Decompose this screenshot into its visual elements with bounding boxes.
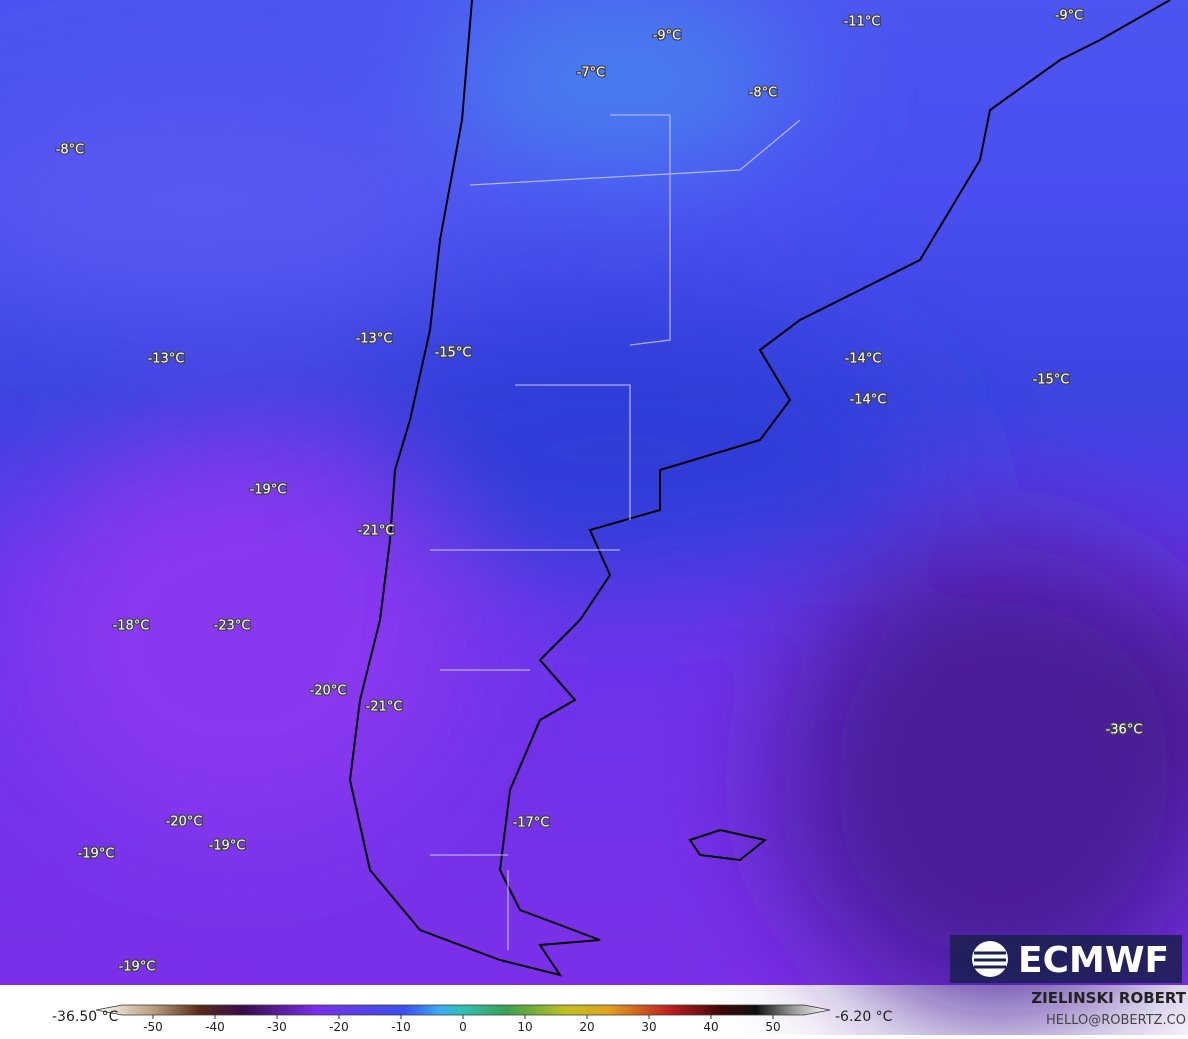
colorbar-tick-label: -20 (329, 1020, 349, 1034)
colorbar-tick-label: -10 (391, 1020, 411, 1034)
temp-label: -7°C (577, 66, 606, 81)
temp-label: -11°C (844, 15, 881, 30)
credit-name: ZIELINSKI ROBERT (1031, 989, 1186, 1007)
colorbar-tick-label: -40 (205, 1020, 225, 1034)
temp-label: -36°C (1106, 723, 1143, 738)
temp-label: -14°C (850, 393, 887, 408)
temp-label: -19°C (209, 839, 246, 854)
temp-label: -9°C (653, 29, 682, 44)
temperature-labels: -8°C -7°C -9°C -8°C -11°C -9°C -13°C -13… (54, 7, 1143, 976)
borders (430, 114, 801, 950)
temp-label: -15°C (435, 346, 472, 361)
colorbar-min: -36.50 °C (52, 1009, 119, 1025)
colorbar-tick-label: -30 (267, 1020, 287, 1034)
logo-text: ECMWF (1018, 940, 1169, 981)
logo: ECMWF (950, 935, 1182, 983)
temp-label: -15°C (1033, 373, 1070, 388)
temp-label: -19°C (250, 483, 287, 498)
temp-label: -19°C (119, 960, 156, 975)
temp-label: -9°C (1055, 9, 1084, 24)
temp-label: -20°C (310, 684, 347, 699)
temp-label: -21°C (366, 700, 403, 715)
temp-label: -20°C (166, 815, 203, 830)
colorbar-tick-label: 30 (641, 1020, 656, 1034)
temp-label: -19°C (78, 847, 115, 862)
temp-label: -17°C (513, 816, 550, 831)
coastlines (348, 0, 1171, 977)
colorbar-tick-label: 0 (459, 1020, 467, 1034)
colorbar-tick-label: 50 (765, 1020, 780, 1034)
colorbar-tick-label: 20 (579, 1020, 594, 1034)
temp-label: -18°C (113, 619, 150, 634)
temp-label: -13°C (148, 352, 185, 367)
temp-label: -23°C (214, 619, 251, 634)
temp-label: -8°C (749, 86, 778, 101)
colorbar-tick-label: -50 (143, 1020, 163, 1034)
temp-label: -13°C (356, 332, 393, 347)
colorbar-tick-label: 10 (517, 1020, 532, 1034)
credit-email: HELLO@ROBERTZ.CO (1046, 1013, 1186, 1028)
temp-label: -21°C (358, 524, 395, 539)
colorbar-max: -6.20 °C (835, 1009, 893, 1025)
colorbar-tick-label: 40 (703, 1020, 718, 1034)
temp-label: -8°C (56, 143, 85, 158)
colorbar: -36.50 °C -6.20 °C -50 -40 -30 -20 -10 0 10 20 3… (52, 1004, 893, 1034)
temp-label: -14°C (845, 352, 882, 367)
